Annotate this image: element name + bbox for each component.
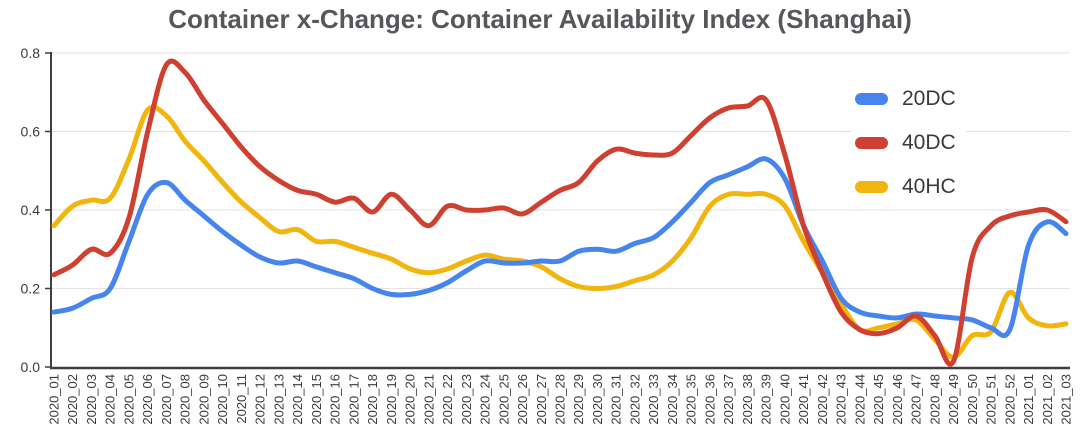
legend-swatch-40dc-icon — [855, 136, 888, 149]
y-tick-label: 0.8 — [21, 45, 41, 61]
x-tick-label: 2020_09 — [196, 374, 211, 425]
x-tick-label: 2020_28 — [553, 374, 568, 425]
chart-legend: 20DC 40DC 40HC — [851, 82, 966, 199]
x-tick-label: 2020_02 — [65, 374, 80, 425]
x-tick-label: 2020_34 — [665, 374, 680, 425]
x-tick-label: 2020_10 — [215, 374, 230, 425]
legend-item-40hc: 40HC — [855, 176, 956, 197]
x-tick-label: 2020_08 — [178, 374, 193, 425]
x-tick-label: 2020_51 — [984, 374, 999, 425]
chart-title: Container x-Change: Container Availabili… — [168, 4, 912, 34]
x-tick-label: 2020_42 — [815, 374, 830, 425]
legend-label-40hc: 40HC — [902, 175, 956, 198]
x-tick-label: 2020_01 — [47, 374, 62, 425]
legend-item-20dc: 20DC — [855, 88, 956, 109]
x-tick-label: 2020_38 — [740, 374, 755, 425]
x-tick-label: 2021_02 — [1040, 374, 1055, 425]
x-tick-label: 2020_47 — [909, 374, 924, 425]
x-tick-label: 2020_49 — [946, 374, 961, 425]
x-tick-label: 2020_52 — [1002, 374, 1017, 425]
x-tick-label: 2020_11 — [234, 374, 249, 424]
legend-label-40dc: 40DC — [902, 131, 956, 154]
x-tick-label: 2020_06 — [140, 374, 155, 425]
legend-item-40dc: 40DC — [855, 132, 956, 153]
x-tick-label: 2020_24 — [478, 374, 493, 425]
x-tick-label: 2020_45 — [871, 374, 886, 425]
y-tick-label: 0.2 — [21, 281, 41, 297]
x-tick-label: 2021_01 — [1021, 374, 1036, 425]
x-tick-label: 2020_25 — [496, 374, 511, 425]
x-tick-label: 2020_22 — [440, 374, 455, 425]
legend-label-20dc: 20DC — [902, 87, 956, 110]
x-tick-label: 2020_48 — [927, 374, 942, 425]
x-tick-label: 2020_29 — [571, 374, 586, 425]
x-tick-label: 2020_26 — [515, 374, 530, 425]
x-tick-label: 2020_32 — [627, 374, 642, 425]
series-line-40hc — [51, 104, 1069, 360]
x-tick-label: 2020_17 — [346, 374, 361, 425]
x-tick-label: 2020_15 — [309, 374, 324, 425]
x-tick-label: 2020_19 — [384, 374, 399, 425]
x-tick-label: 2020_36 — [702, 374, 717, 425]
x-tick-label: 2020_35 — [684, 374, 699, 425]
y-tick-label: 0.6 — [21, 124, 41, 140]
x-tick-label: 2020_05 — [121, 374, 136, 425]
legend-swatch-20dc-icon — [855, 92, 888, 105]
x-tick-label: 2020_13 — [271, 374, 286, 425]
x-tick-label: 2020_21 — [421, 374, 436, 425]
x-tick-label: 2020_16 — [328, 374, 343, 425]
x-tick-label: 2020_12 — [253, 374, 268, 425]
legend-swatch-40hc-icon — [855, 180, 888, 193]
x-tick-label: 2020_31 — [609, 374, 624, 425]
x-tick-label: 2020_40 — [777, 374, 792, 425]
y-tick-label: 0.0 — [21, 359, 41, 375]
x-tick-label: 2020_20 — [403, 374, 418, 425]
x-tick-label: 2020_37 — [721, 374, 736, 425]
x-tick-label: 2020_46 — [890, 374, 905, 425]
x-tick-label: 2020_27 — [534, 374, 549, 425]
x-tick-label: 2020_43 — [834, 374, 849, 425]
x-tick-label: 2020_03 — [84, 374, 99, 425]
x-tick-label: 2020_41 — [796, 374, 811, 425]
x-tick-label: 2020_39 — [759, 374, 774, 425]
x-tick-label: 2020_04 — [103, 374, 118, 425]
x-tick-label: 2020_07 — [159, 374, 174, 425]
x-tick-label: 2020_18 — [365, 374, 380, 425]
x-tick-label: 2020_14 — [290, 374, 305, 425]
x-tick-label: 2020_33 — [646, 374, 661, 425]
x-tick-label: 2021_03 — [1059, 374, 1074, 425]
x-tick-label: 2020_23 — [459, 374, 474, 425]
series-line-40dc — [51, 58, 1069, 367]
x-tick-label: 2020_44 — [852, 374, 867, 425]
x-tick-label: 2020_50 — [965, 374, 980, 425]
series-line-20dc — [51, 156, 1069, 339]
y-tick-label: 0.4 — [21, 202, 41, 218]
x-tick-label: 2020_30 — [590, 374, 605, 425]
